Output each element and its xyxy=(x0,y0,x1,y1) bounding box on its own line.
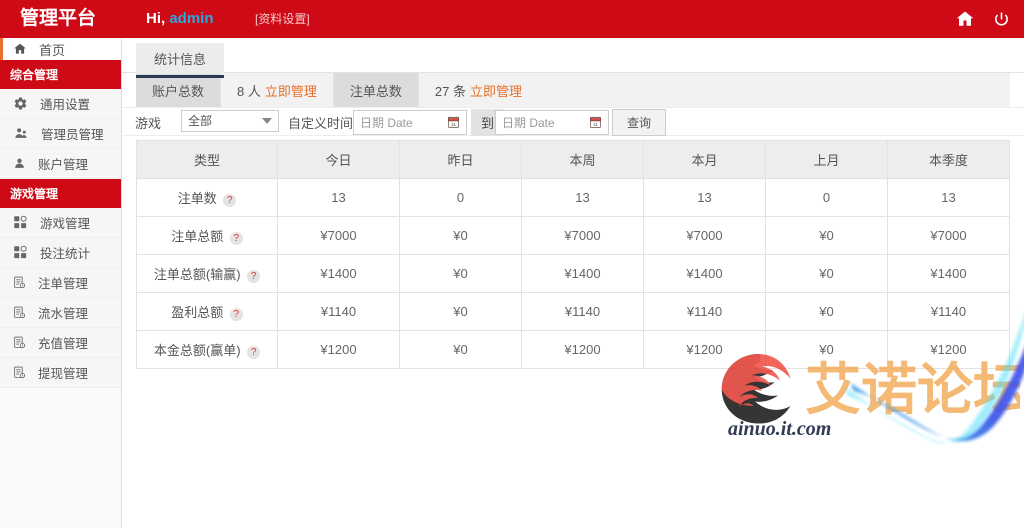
svg-text:11: 11 xyxy=(593,122,598,128)
svg-text:ainuo.it.com: ainuo.it.com xyxy=(728,418,831,438)
svg-text:11: 11 xyxy=(451,122,456,128)
